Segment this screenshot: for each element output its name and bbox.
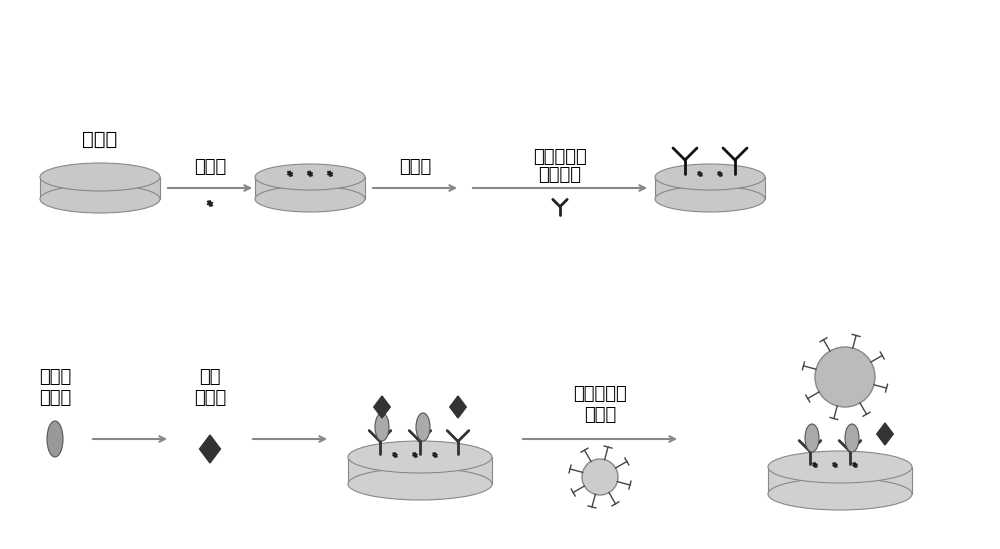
- Polygon shape: [877, 423, 893, 445]
- Text: 牛血清
白蛋白: 牛血清 白蛋白: [39, 368, 71, 407]
- Text: 半胱胺: 半胱胺: [194, 158, 226, 176]
- Ellipse shape: [348, 441, 492, 473]
- Polygon shape: [655, 177, 765, 199]
- Polygon shape: [255, 177, 365, 199]
- Ellipse shape: [375, 413, 389, 441]
- Ellipse shape: [255, 164, 365, 190]
- Ellipse shape: [47, 421, 63, 457]
- Polygon shape: [374, 396, 390, 418]
- Ellipse shape: [416, 413, 430, 441]
- Ellipse shape: [348, 468, 492, 500]
- Ellipse shape: [255, 186, 365, 212]
- Ellipse shape: [805, 424, 819, 452]
- Text: 肿瘤标志物: 肿瘤标志物: [533, 148, 587, 166]
- Ellipse shape: [845, 424, 859, 452]
- Text: 戊二醛: 戊二醛: [399, 158, 431, 176]
- Text: 第一抗体: 第一抗体: [538, 166, 582, 184]
- Ellipse shape: [655, 164, 765, 190]
- Ellipse shape: [40, 185, 160, 213]
- Polygon shape: [450, 396, 466, 418]
- Text: 金电极: 金电极: [82, 130, 118, 149]
- Polygon shape: [768, 467, 912, 494]
- Polygon shape: [40, 177, 160, 199]
- Ellipse shape: [768, 451, 912, 483]
- Text: 复合功能化
纳米球: 复合功能化 纳米球: [573, 385, 627, 424]
- Polygon shape: [200, 435, 220, 463]
- Ellipse shape: [768, 478, 912, 510]
- Ellipse shape: [655, 186, 765, 212]
- Ellipse shape: [40, 163, 160, 191]
- Circle shape: [815, 347, 875, 407]
- Circle shape: [582, 459, 618, 495]
- Text: 肿瘤
标志物: 肿瘤 标志物: [194, 368, 226, 407]
- Polygon shape: [348, 457, 492, 484]
